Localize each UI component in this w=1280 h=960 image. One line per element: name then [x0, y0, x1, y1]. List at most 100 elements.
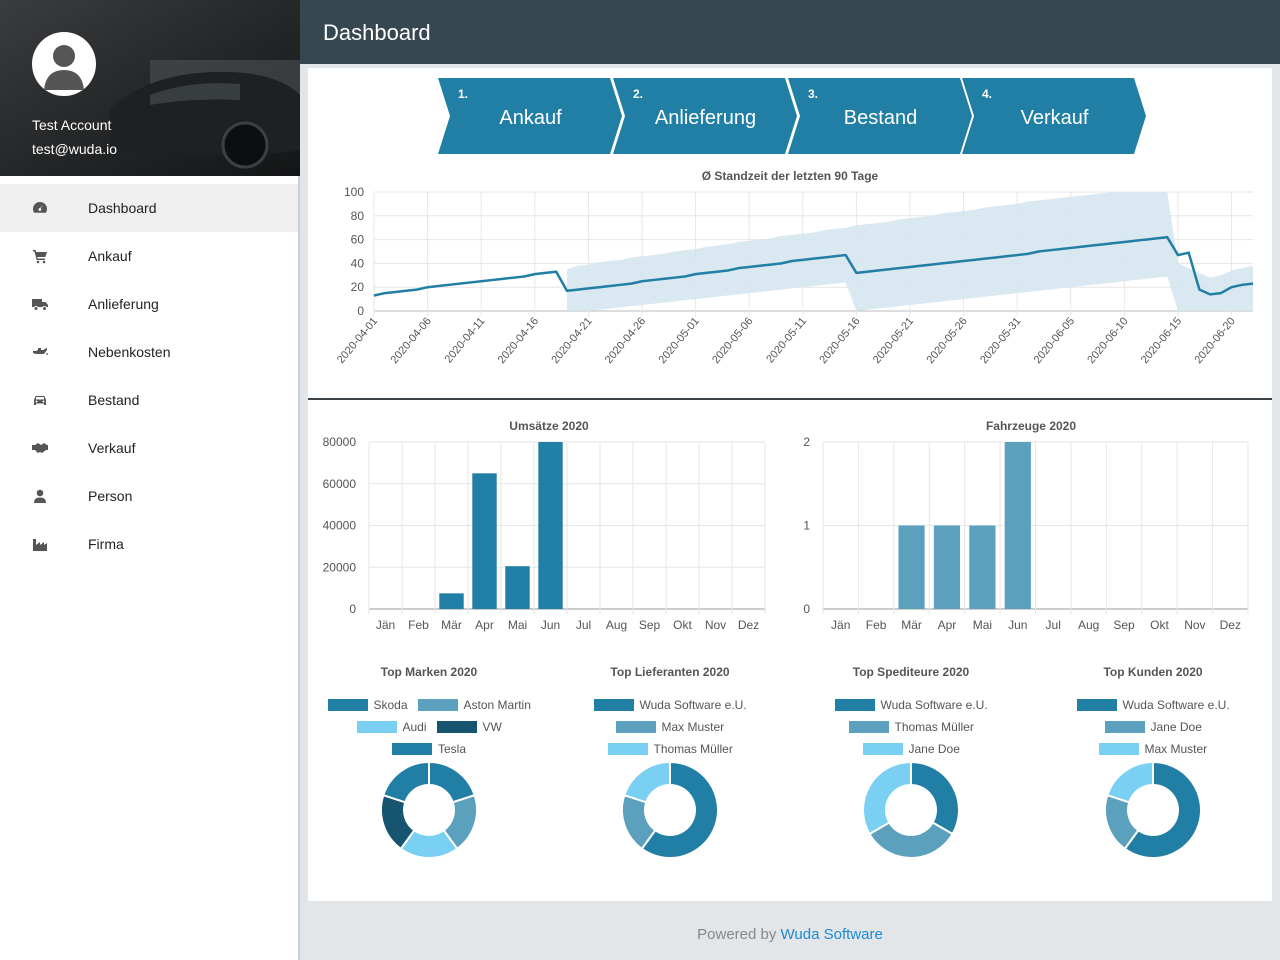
y-tick-label: 20	[351, 280, 365, 294]
legend-label: Jane Doe	[908, 742, 960, 756]
chevron-shape	[613, 78, 797, 154]
legend-swatch	[834, 699, 875, 711]
x-tick-label: 2020-05-16	[817, 315, 862, 366]
bar	[933, 525, 961, 609]
sidebar-item-label: Firma	[88, 536, 124, 552]
legend-item[interactable]: Tesla	[392, 742, 466, 756]
donut-title: Top Kunden 2020	[1103, 665, 1203, 679]
sidebar-nav: Dashboard Ankauf Anlieferung Nebenkosten Bes…	[0, 184, 298, 568]
legend-row: Max Muster	[615, 720, 724, 734]
step-anlieferung[interactable]: 2. Anlieferung	[613, 78, 798, 154]
legend-item[interactable]: Max Muster	[615, 720, 724, 734]
legend-item[interactable]: Wuda Software e.U.	[834, 698, 988, 712]
legend-item[interactable]: Wuda Software e.U.	[593, 698, 747, 712]
legend-item[interactable]: Wuda Software e.U.	[1076, 698, 1230, 712]
sidebar-item-dashboard[interactable]: Dashboard	[0, 184, 298, 232]
umsaetze-bar-chart: 0 20000 40000 60000 80000 Jän Feb Mär Apr Mai Jun J…	[323, 435, 766, 632]
donut-chart	[621, 760, 719, 859]
legend-label: VW	[482, 720, 502, 734]
footer-prefix: Powered by	[697, 926, 777, 943]
legend-item[interactable]: VW	[436, 720, 502, 734]
step-ankauf[interactable]: 1. Ankauf	[438, 78, 623, 154]
donut-title: Top Lieferanten 2020	[610, 665, 730, 679]
avatar[interactable]	[32, 32, 96, 96]
y-tick-label: 0	[349, 602, 356, 616]
legend-item[interactable]: Audi	[356, 720, 427, 734]
standzeit-chart-title: Ø Standzeit der letzten 90 Tage	[701, 169, 879, 183]
donut-slice	[428, 760, 476, 804]
y-tick-label: 0	[803, 602, 810, 616]
sidebar-item-bestand[interactable]: Bestand	[0, 376, 298, 424]
x-tick-label: Aug	[606, 618, 627, 632]
legend-row: Skoda Aston Martin	[327, 698, 531, 712]
legend-label: Audi	[402, 720, 427, 734]
legend-swatch	[417, 699, 458, 711]
profile-name: Test Account	[32, 117, 112, 133]
bar	[505, 566, 530, 609]
legend-item[interactable]: Aston Martin	[417, 698, 531, 712]
x-tick-label: Jän	[376, 618, 395, 632]
chevron-shape	[962, 78, 1146, 154]
donut-slice	[910, 760, 960, 836]
confidence-band	[566, 192, 1253, 311]
bar	[439, 593, 464, 609]
x-tick-label: Okt	[1150, 618, 1169, 632]
legend-item[interactable]: Jane Doe	[1104, 720, 1202, 734]
bar	[969, 525, 996, 609]
x-tick-label: Jun	[1008, 618, 1027, 632]
footer-link[interactable]: Wuda Software	[780, 926, 883, 943]
x-tick-label: Apr	[938, 618, 957, 632]
legend-label: Thomas Müller	[894, 720, 974, 734]
donut-slice	[623, 760, 671, 804]
y-tick-label: 80000	[323, 435, 357, 449]
legend-swatch	[392, 743, 432, 755]
x-tick-label: Jul	[1046, 618, 1061, 632]
step-label: Bestand	[843, 107, 918, 129]
x-tick-label: Feb	[408, 618, 429, 632]
car-icon	[0, 392, 88, 408]
sidebar-item-anlieferung[interactable]: Anlieferung	[0, 280, 298, 328]
legend-row: Audi VW	[356, 720, 502, 734]
legend-item[interactable]: Jane Doe	[862, 742, 960, 756]
sidebar-item-ankauf[interactable]: Ankauf	[0, 232, 298, 280]
legend-swatch	[1098, 743, 1139, 755]
legend-item[interactable]: Thomas Müller	[848, 720, 974, 734]
legend-swatch	[615, 721, 656, 733]
x-tick-label: Mär	[901, 618, 922, 632]
sidebar-item-label: Nebenkosten	[88, 344, 171, 360]
x-tick-label: 2020-04-16	[496, 315, 541, 366]
sidebar-item-nebenkosten[interactable]: Nebenkosten	[0, 328, 298, 376]
legend-label: Wuda Software e.U.	[639, 698, 747, 712]
step-label: Verkauf	[1020, 107, 1089, 129]
sidebar-item-firma[interactable]: Firma	[0, 520, 298, 568]
step-verkauf[interactable]: 4. Verkauf	[962, 78, 1147, 154]
donut-slice	[640, 760, 719, 859]
legend-item[interactable]: Skoda	[327, 698, 408, 712]
x-tick-label: Sep	[639, 618, 661, 632]
legend-label: Jane Doe	[1150, 720, 1202, 734]
oil-can-icon	[0, 344, 88, 360]
x-tick-label: 2020-05-06	[710, 315, 755, 366]
donut-chart	[1104, 760, 1202, 859]
step-number: 3.	[808, 87, 819, 101]
legend-item[interactable]: Thomas Müller	[607, 742, 733, 756]
step-number: 1.	[458, 87, 469, 101]
x-tick-label: Mai	[973, 618, 992, 632]
y-tick-label: 40	[351, 256, 365, 270]
legend-item[interactable]: Max Muster	[1098, 742, 1207, 756]
top-bar: Dashboard	[300, 0, 1280, 64]
bar	[898, 525, 925, 609]
legend-swatch	[327, 699, 368, 711]
sidebar-item-person[interactable]: Person	[0, 472, 298, 520]
dashboard-panel: 1. Ankauf 2. Anlieferung 3. Bestand 4. Verkauf …	[308, 68, 1272, 901]
y-tick-label: 0	[357, 304, 364, 318]
sidebar-item-verkauf[interactable]: Verkauf	[0, 424, 298, 472]
process-steps: 1. Ankauf 2. Anlieferung 3. Bestand 4. Verkauf	[438, 78, 1158, 154]
legend-swatch	[848, 721, 889, 733]
y-tick-label: 20000	[323, 560, 357, 574]
donut-slice	[868, 821, 954, 859]
x-tick-label: Apr	[475, 618, 494, 632]
standzeit-line	[373, 235, 1254, 297]
step-bestand[interactable]: 3. Bestand	[788, 78, 973, 154]
legend-row: Tesla	[392, 742, 466, 756]
